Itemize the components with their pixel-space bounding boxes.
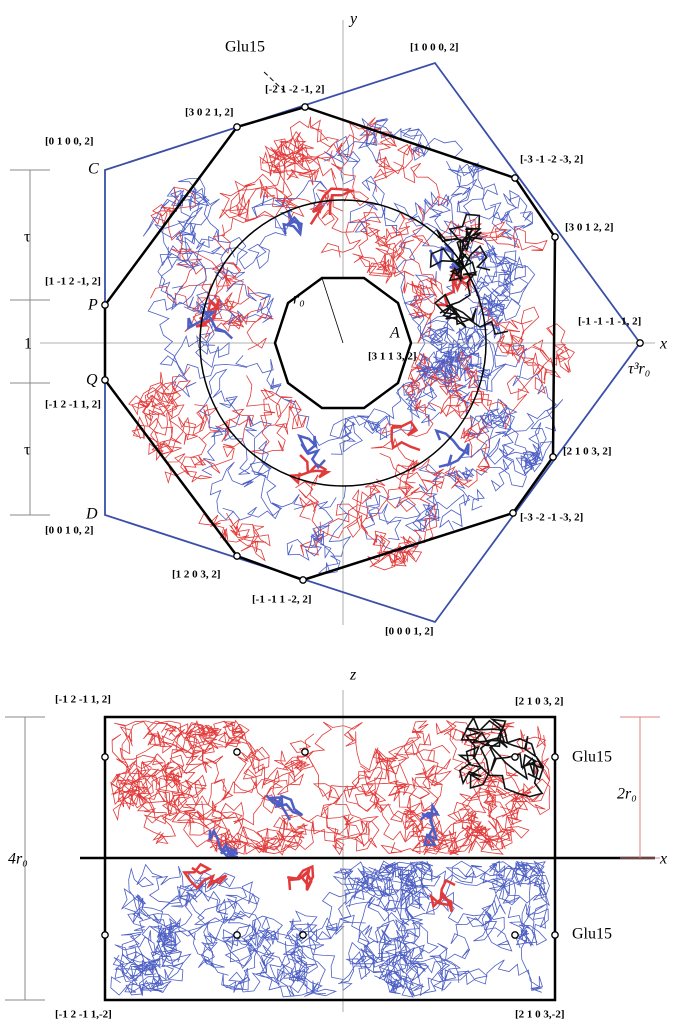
trace <box>401 128 484 204</box>
vertex-dot <box>234 124 240 130</box>
axis-label: x <box>659 336 667 353</box>
vertex-dot <box>234 932 240 938</box>
label: [2 1 0 3, 2] <box>515 696 564 708</box>
vertex-dot <box>552 932 558 938</box>
label: 1 <box>24 336 32 353</box>
trace <box>287 867 313 891</box>
label: [-1 -1 -1 -1, 2] <box>578 316 641 328</box>
trace <box>349 941 409 993</box>
label: r₀ <box>293 291 305 308</box>
trace <box>460 718 544 797</box>
label: [2 1 0 3,-2] <box>515 1009 565 1021</box>
vertex-dot <box>510 510 516 516</box>
axis-label: y <box>348 11 358 28</box>
label: τ <box>24 442 31 459</box>
trace <box>506 324 575 393</box>
label: [0 1 0 0, 2] <box>45 136 94 148</box>
label: [1 2 0 3, 2] <box>172 569 221 581</box>
label: [-2 1 -2 -1, 2] <box>265 84 325 96</box>
label: 2r₀ <box>617 786 637 803</box>
vertex-dot <box>512 754 518 760</box>
label: [-1 2 -1 1, 2] <box>45 399 101 411</box>
label: [3 0 2 1, 2] <box>185 107 234 119</box>
vertex-dot <box>300 577 306 583</box>
vertex-dot <box>512 932 518 938</box>
trace <box>394 162 449 318</box>
axis-label: z <box>349 667 357 684</box>
trace <box>160 251 274 328</box>
label: [-1 2 -1 1,-2] <box>55 1009 112 1021</box>
label: A <box>389 325 400 342</box>
label: τ <box>24 229 31 246</box>
vertex-dot <box>102 932 108 938</box>
trace <box>143 187 202 268</box>
label: [-1 -1 1 -2, 2] <box>252 594 312 606</box>
vertex-dot <box>300 932 306 938</box>
label: [-3 -1 -2 -3, 2] <box>520 154 583 166</box>
label: τ³r₀ <box>628 361 650 378</box>
vertex-dot <box>637 340 643 346</box>
axis-label: x <box>659 851 667 868</box>
label: Glu15 <box>572 749 612 766</box>
bottom-geometry <box>5 690 660 1012</box>
label: P <box>87 297 98 314</box>
label: Glu15 <box>572 926 612 943</box>
trace <box>213 722 282 807</box>
label: C <box>88 161 99 178</box>
trace <box>366 490 484 540</box>
vertex-dot <box>552 234 558 240</box>
trace <box>482 399 563 491</box>
top-geometry <box>10 20 655 625</box>
vertex-dot <box>102 377 108 383</box>
label: [0 0 1 0, 2] <box>45 525 94 537</box>
trace <box>132 367 190 460</box>
vertex-dot <box>102 754 108 760</box>
label: [1 0 0 0, 2] <box>410 42 459 54</box>
vertex-dot <box>552 754 558 760</box>
vertex-dot <box>550 454 556 460</box>
label: [3 1 1 3, 2] <box>368 351 417 363</box>
label: [2 1 0 3, 2] <box>563 446 612 458</box>
label: D <box>85 506 98 523</box>
vertex-dot <box>102 302 108 308</box>
vertex-dot <box>512 175 518 181</box>
label: Q <box>86 372 98 389</box>
trace <box>259 117 338 201</box>
vertex-dot <box>234 553 240 559</box>
vertex-dot <box>302 104 308 110</box>
label: [-3 -2 -1 -3, 2] <box>520 512 583 524</box>
label: [0 0 0 1, 2] <box>385 626 434 638</box>
vertex-dot <box>234 749 240 755</box>
label: [1 -1 2 -1, 2] <box>45 276 101 288</box>
label: [-1 2 -1 1, 2] <box>55 694 111 706</box>
vertex-dot <box>302 749 308 755</box>
trace <box>129 372 178 439</box>
label: Glu15 <box>225 39 265 56</box>
trace <box>296 475 437 565</box>
trace <box>299 436 325 467</box>
figure: y Glu15 [1 0 0 0, 2] [-2 1 -2 -1, 2] [3 … <box>0 0 676 1024</box>
label: [3 0 1 2, 2] <box>565 222 614 234</box>
label: 4r₀ <box>8 851 28 868</box>
trace <box>430 244 460 271</box>
